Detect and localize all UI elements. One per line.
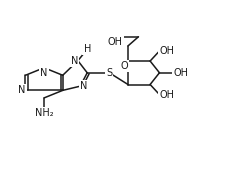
Text: OH: OH [108, 37, 123, 47]
Text: N: N [70, 56, 78, 66]
Text: S: S [106, 68, 112, 78]
Text: OH: OH [160, 90, 174, 100]
Text: N: N [18, 85, 25, 95]
Text: NH₂: NH₂ [35, 108, 53, 118]
Text: H: H [83, 44, 91, 54]
Text: OH: OH [160, 46, 174, 56]
Text: OH: OH [173, 68, 188, 78]
Text: OH: OH [108, 37, 123, 47]
Text: N: N [40, 68, 48, 78]
Text: N: N [80, 81, 88, 91]
Text: O: O [120, 61, 128, 71]
